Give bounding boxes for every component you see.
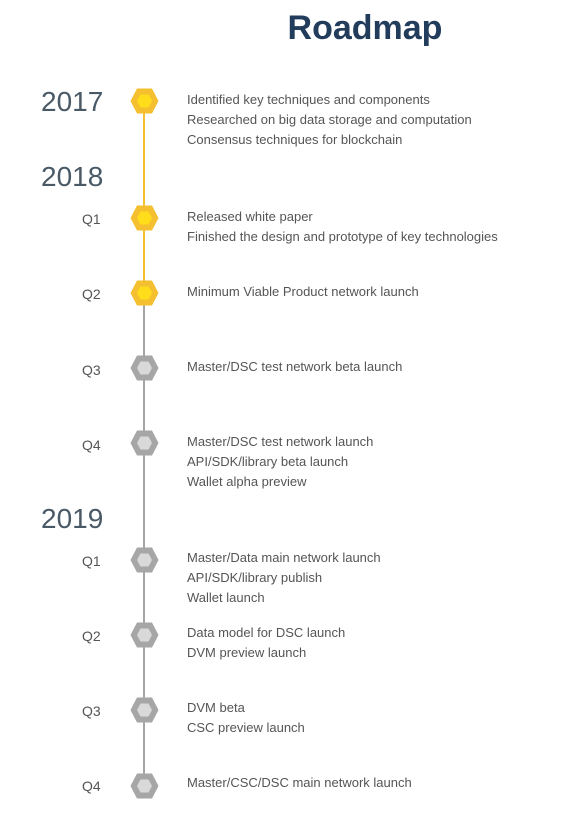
milestone-items-2019-q2: Data model for DSC launch DVM preview la…	[187, 623, 345, 663]
milestone-items-2018-q2: Minimum Viable Product network launch	[187, 282, 419, 302]
list-item: Master/CSC/DSC main network launch	[187, 775, 412, 790]
list-item: Master/DSC test network launch	[187, 434, 374, 449]
list-item: Researched on big data storage and compu…	[187, 112, 472, 127]
list-item: Wallet alpha preview	[187, 474, 307, 489]
list-item: Consensus techniques for blockchain	[187, 132, 403, 147]
page-title: Roadmap	[287, 9, 443, 47]
milestone-items-2017: Identified key techniques and components…	[187, 90, 472, 150]
timeline-line-completed	[143, 101, 145, 292]
list-item: API/SDK/library publish	[187, 570, 323, 585]
list-item: API/SDK/library beta launch	[187, 454, 349, 469]
milestone-items-2018-q4: Master/DSC test network launch API/SDK/l…	[187, 432, 373, 492]
milestone-hexagon-icon	[130, 622, 159, 648]
milestone-hexagon-icon	[130, 430, 159, 456]
milestone-hexagon-icon	[130, 773, 159, 799]
list-item: Master/Data main network launch	[187, 550, 381, 565]
quarter-label: Q4	[82, 437, 101, 453]
quarter-label: Q2	[82, 628, 101, 644]
year-label-2019: 2019	[41, 503, 104, 534]
milestone-hexagon-icon	[130, 547, 159, 573]
list-item: Finished the design and prototype of key…	[187, 229, 498, 244]
milestone-hexagon-icon	[130, 280, 159, 306]
list-item: Minimum Viable Product network launch	[187, 284, 419, 299]
year-label-2018: 2018	[41, 161, 104, 192]
quarter-label: Q1	[82, 553, 101, 569]
milestone-items-2019-q1: Master/Data main network launch API/SDK/…	[187, 548, 381, 608]
list-item: Identified key techniques and components	[187, 92, 430, 107]
list-item: Wallet launch	[187, 590, 265, 605]
milestone-hexagon-icon	[130, 88, 159, 114]
quarter-label: Q3	[82, 362, 101, 378]
list-item: Released white paper	[187, 209, 313, 224]
quarter-label: Q3	[82, 703, 101, 719]
milestone-hexagon-icon	[130, 205, 159, 231]
list-item: Master/DSC test network beta launch	[187, 359, 403, 374]
quarter-label: Q1	[82, 211, 101, 227]
milestone-items-2019-q4: Master/CSC/DSC main network launch	[187, 773, 412, 793]
milestone-hexagon-icon	[130, 697, 159, 723]
list-item: Data model for DSC launch	[187, 625, 346, 640]
quarter-label: Q2	[82, 286, 101, 302]
milestone-hexagon-icon	[130, 355, 159, 381]
timeline-line-upcoming	[143, 292, 145, 786]
quarter-label: Q4	[82, 778, 101, 794]
year-label-2017: 2017	[41, 86, 104, 117]
milestone-items-2018-q1: Released white paper Finished the design…	[187, 207, 498, 247]
list-item: DVM beta	[187, 700, 245, 715]
milestone-items-2018-q3: Master/DSC test network beta launch	[187, 357, 402, 377]
list-item: DVM preview launch	[187, 645, 307, 660]
milestone-items-2019-q3: DVM beta CSC preview launch	[187, 698, 305, 738]
list-item: CSC preview launch	[187, 720, 305, 735]
